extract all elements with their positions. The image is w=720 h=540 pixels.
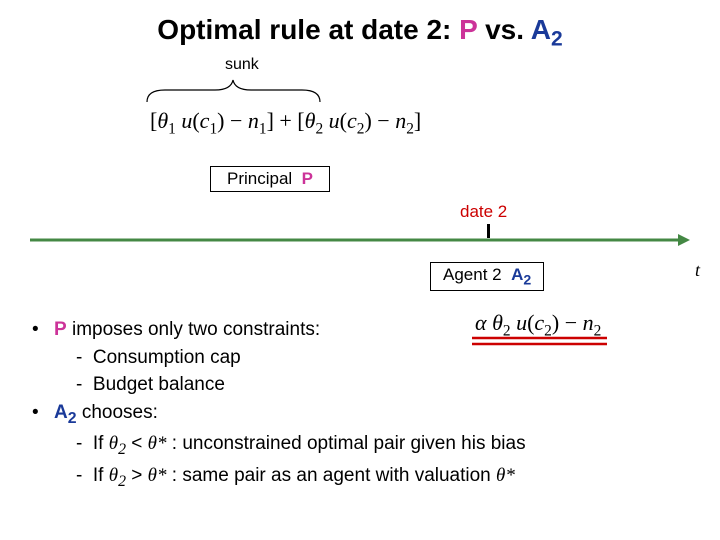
- f-theta1: θ: [157, 108, 168, 133]
- b2b-th3: θ*: [496, 465, 515, 486]
- b2-a: A: [54, 402, 68, 423]
- b2a-lt: <: [126, 433, 148, 454]
- bullet-1: •P imposes only two constraints:: [32, 316, 526, 344]
- title-a2-base: A: [531, 14, 551, 45]
- b2b-rest: : same pair as an agent with valuation: [167, 465, 497, 486]
- f-s1: 1: [168, 120, 176, 137]
- agent-a2: A2: [511, 265, 531, 284]
- principal-p: P: [302, 169, 313, 188]
- f-u1: u: [176, 108, 193, 133]
- f-n1s: 1: [259, 120, 267, 137]
- bullet-2a: - If θ2 < θ* : unconstrained optimal pai…: [32, 430, 526, 462]
- f-c2: c: [347, 108, 357, 133]
- b2b-gt: >: [126, 465, 148, 486]
- f-n1: n: [248, 108, 259, 133]
- b2-rest: chooses:: [77, 402, 158, 423]
- b2a-th1t: θ: [109, 433, 118, 454]
- bullet-list: •P imposes only two constraints: - Consu…: [32, 316, 526, 494]
- t-axis-label: t: [695, 260, 700, 281]
- sf-n: n: [583, 310, 594, 335]
- title-prefix: Optimal rule at date 2:: [157, 14, 459, 45]
- title-a2-sub: 2: [551, 28, 563, 51]
- b2b-th1t: θ: [109, 465, 118, 486]
- f-theta2: θ: [305, 108, 316, 133]
- b1-p: P: [54, 319, 67, 340]
- f-n2s: 2: [406, 120, 414, 137]
- f-n2: n: [395, 108, 406, 133]
- timeline-tick: [487, 224, 490, 238]
- b2a-rest: : unconstrained optimal pair given his b…: [167, 433, 526, 454]
- f-c1: c: [200, 108, 210, 133]
- b2-sub: 2: [68, 409, 77, 426]
- f-cs1: 1: [209, 120, 217, 137]
- bullet-1b: - Budget balance: [32, 371, 526, 399]
- b2a-theta1: θ2: [109, 433, 126, 454]
- b2a-s1: 2: [118, 441, 126, 458]
- utility-formula: [θ1 u(c1) − n1] + [θ2 u(c2) − n2]: [150, 108, 421, 138]
- b2a-th2: θ*: [148, 433, 167, 454]
- title-vs: vs.: [477, 14, 530, 45]
- principal-label: Principal: [227, 169, 292, 188]
- b2a-pre: If: [93, 433, 109, 454]
- timeline-arrow-icon: [30, 232, 690, 252]
- b2b-th2: θ*: [148, 465, 167, 486]
- curly-brace-icon: [145, 78, 322, 104]
- b1b-text: Budget balance: [93, 374, 225, 395]
- agent-box: Agent 2 A2: [430, 262, 544, 291]
- date2-label: date 2: [460, 202, 507, 222]
- f-u2: u: [323, 108, 340, 133]
- bullet-2: •A2 chooses:: [32, 399, 526, 431]
- f-s2: 2: [315, 120, 323, 137]
- agent-a2-base: A: [511, 265, 523, 284]
- sunk-label: sunk: [225, 56, 259, 74]
- bullet-2b: - If θ2 > θ* : same pair as an agent wit…: [32, 462, 526, 494]
- b1a-text: Consumption cap: [93, 347, 241, 368]
- b2b-pre: If: [93, 465, 109, 486]
- agent-label: Agent 2: [443, 265, 502, 284]
- b2-a2: A2: [54, 402, 77, 423]
- b2b-s1: 2: [118, 473, 126, 490]
- sf-c: c: [534, 310, 544, 335]
- principal-box: Principal P: [210, 166, 330, 192]
- slide: Optimal rule at date 2: P vs. A2 sunk [θ…: [0, 0, 720, 540]
- slide-title: Optimal rule at date 2: P vs. A2: [0, 14, 720, 52]
- title-a2: A2: [531, 14, 563, 45]
- title-p: P: [459, 14, 477, 45]
- b1-rest: imposes only two constraints:: [67, 319, 320, 340]
- bullet-1a: - Consumption cap: [32, 344, 526, 372]
- b2b-theta1: θ2: [109, 465, 126, 486]
- agent-a2-sub: 2: [523, 272, 531, 288]
